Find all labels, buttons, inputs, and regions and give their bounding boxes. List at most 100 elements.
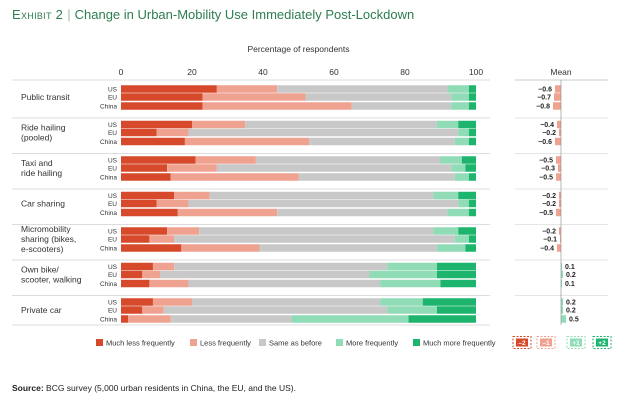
bar-segment (408, 315, 476, 323)
bar-segment (188, 199, 459, 208)
bar-segment (121, 93, 203, 101)
bar-segment (167, 227, 200, 235)
bar-segment (199, 227, 434, 235)
bar-segment (468, 208, 476, 217)
legend-label: Much less frequently (106, 339, 175, 348)
region-label: US (108, 229, 118, 236)
bar-segment (440, 156, 462, 164)
bar-segment (121, 137, 185, 146)
bar-segment (465, 244, 476, 252)
mean-bar (561, 315, 566, 323)
legend-swatch (336, 339, 343, 346)
category-label: ride hailing (21, 168, 62, 178)
mean-bar (559, 128, 561, 137)
mean-value-label: −0.2 (542, 130, 556, 137)
bar-segment (174, 191, 210, 200)
bar-segment (277, 85, 448, 93)
mean-value-label: 0.2 (566, 308, 576, 315)
region-label: US (108, 158, 118, 165)
mean-value-label: −0.2 (542, 193, 556, 200)
category-label: (pooled) (21, 133, 52, 143)
scale-swatch (570, 338, 582, 347)
mean-bar (559, 227, 561, 235)
bar-segment (468, 93, 476, 101)
region-label: US (108, 193, 118, 200)
mean-bar (556, 156, 561, 164)
bar-segment (121, 120, 192, 129)
region-label: China (100, 246, 117, 253)
category-label: Taxi and (21, 158, 53, 168)
bar-segment (458, 120, 476, 129)
bar-segment (451, 93, 469, 101)
bar-segment (192, 120, 246, 129)
bar-segment (121, 173, 171, 181)
category-label: Own bike/ (21, 265, 59, 275)
mean-bar (555, 137, 561, 146)
bar-segment (468, 137, 476, 146)
mean-value-label: 0.5 (569, 317, 579, 324)
title-separator: | (67, 7, 71, 22)
scale-swatch (540, 338, 552, 347)
bar-segment (121, 298, 153, 306)
scale-swatch (596, 338, 608, 347)
region-label: EU (108, 130, 117, 137)
x-tick-label: 20 (187, 67, 197, 77)
bar-segment (121, 85, 217, 93)
bar-segment (209, 191, 434, 200)
x-tick-label: 60 (329, 67, 339, 77)
bar-segment (458, 191, 476, 200)
bar-segment (142, 306, 164, 314)
mean-value-label: 0.1 (565, 264, 575, 271)
scale-label: +2 (598, 340, 606, 347)
bar-segment (121, 270, 143, 279)
region-label: China (100, 210, 117, 217)
mean-value-label: −0.5 (539, 175, 553, 182)
bar-segment (188, 279, 381, 288)
mean-value-label: −0.7 (537, 95, 551, 102)
region-label: US (108, 122, 118, 129)
source-label: Source: (12, 383, 44, 393)
bar-segment (461, 156, 476, 164)
legend-label: Same as before (269, 339, 322, 348)
region-label: US (108, 300, 118, 307)
bar-segment (152, 262, 175, 271)
bar-segment (174, 262, 388, 271)
bar-segment (216, 164, 452, 172)
mean-bar (556, 208, 561, 217)
bar-segment (181, 244, 260, 252)
bar-segment (156, 128, 189, 137)
mean-value-label: −0.2 (542, 229, 556, 236)
bar-segment (202, 102, 352, 110)
region-label: EU (108, 201, 117, 208)
mean-value-label: −0.8 (536, 104, 550, 111)
mobility-chart: Percentage of respondents 0 20 40 60 80 100 Mea… (12, 44, 612, 349)
bar-segment (163, 306, 388, 314)
region-label: EU (108, 95, 117, 102)
bar-segment (369, 270, 437, 279)
legend-swatch (96, 339, 103, 346)
category-label: Ride hailing (21, 123, 66, 133)
mean-bar (558, 164, 561, 172)
bar-segment (433, 227, 459, 235)
category-label: scooter, walking (21, 275, 82, 285)
bar-segment (447, 85, 469, 93)
category-label: sharing (bikes, (21, 234, 76, 244)
bar-segment (121, 244, 182, 252)
bar-segment (121, 306, 143, 314)
bar-segment (380, 279, 441, 288)
bar-segment (174, 235, 455, 243)
x-tick-label: 40 (258, 67, 268, 77)
source-text: BCG survey (5,000 urban residents in Chi… (46, 383, 296, 393)
bar-segment (468, 102, 476, 110)
bar-segment (128, 315, 171, 323)
bar-segment (387, 306, 437, 314)
bar-segment (121, 315, 129, 323)
bar-segment (142, 270, 161, 279)
mean-bar (561, 298, 563, 306)
mean-value-label: −0.3 (541, 166, 555, 173)
bar-segment (121, 235, 150, 243)
mean-bar (559, 191, 561, 200)
source-note: Source: BCG survey (5,000 urban resident… (12, 383, 296, 393)
region-label: US (108, 264, 118, 271)
region-label: China (100, 175, 117, 182)
